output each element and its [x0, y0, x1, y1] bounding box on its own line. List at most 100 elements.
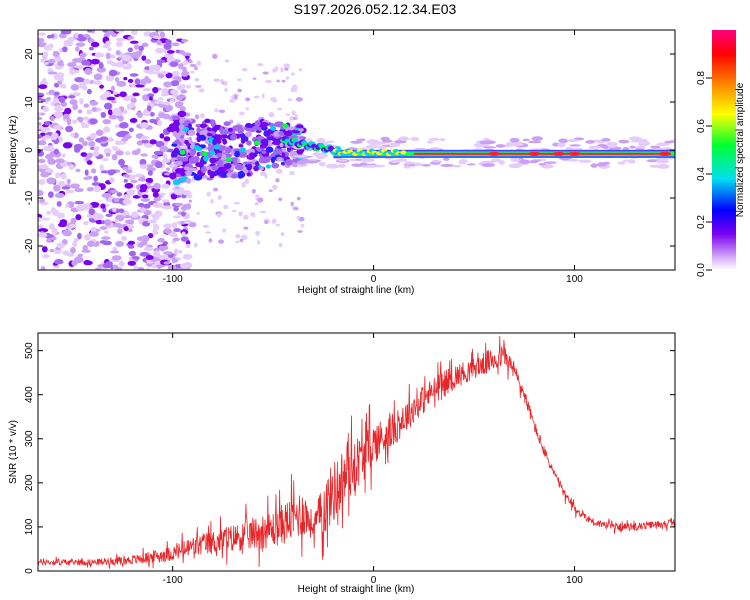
heatmap-cell [145, 177, 153, 183]
heatmap-cell [185, 169, 193, 177]
heatmap-cell [224, 87, 228, 93]
heatmap-cell [155, 140, 165, 148]
heatmap-cell [351, 163, 363, 167]
heatmap-cell [68, 163, 75, 170]
heatmap-cell [84, 68, 93, 75]
heatmap-cell [86, 109, 92, 115]
heatmap-cell [55, 172, 61, 179]
heatmap-cell [142, 221, 150, 227]
heatmap-cell [275, 168, 283, 174]
heatmap-cell [240, 137, 246, 144]
heatmap-cell [281, 152, 286, 158]
heatmap-cell [254, 120, 261, 128]
heatmap-cell [225, 157, 232, 163]
heatmap-cell [62, 113, 70, 120]
heatmap-cell [260, 121, 269, 127]
heatmap-cell [65, 189, 75, 194]
heatmap-cell [146, 167, 156, 172]
heatmap-cell [104, 91, 112, 97]
heatmap-cell [569, 144, 582, 147]
heatmap-cell [51, 236, 57, 241]
heatmap-cell [356, 138, 366, 142]
heatmap-cell [82, 244, 89, 251]
heatmap-cell [159, 133, 165, 139]
heatmap-cell [249, 152, 255, 160]
heatmap-cell [255, 194, 260, 198]
heatmap-cell [241, 182, 246, 188]
heatmap-cell [239, 111, 245, 116]
heatmap-cell [93, 175, 99, 182]
heatmap-cell [53, 148, 59, 155]
heatmap-cell [218, 161, 225, 169]
heatmap-cell [175, 133, 181, 138]
heatmap-cell [51, 227, 58, 235]
heatmap-cell [81, 60, 90, 66]
heatmap-cell [129, 220, 134, 225]
heatmap-cell [157, 264, 162, 270]
heatmap-cell [255, 230, 260, 236]
colorbar-tick-label: 0.8 [696, 71, 707, 85]
heatmap-cell [205, 231, 212, 234]
heatmap-cell [277, 107, 283, 111]
heatmap-cell [186, 193, 193, 199]
heatmap-cell [278, 197, 283, 201]
heatmap-cell [296, 160, 307, 165]
heatmap-cell [51, 132, 59, 139]
heatmap-cell [75, 168, 81, 172]
heatmap-cell [95, 219, 103, 225]
heatmap-cell [52, 212, 62, 216]
heatmap-cell [84, 169, 89, 176]
heatmap-cell [56, 80, 63, 85]
heatmap-cell [153, 100, 164, 105]
heatmap-cell [70, 247, 76, 254]
heatmap-cell [287, 98, 293, 102]
heatmap-cell [115, 41, 123, 48]
heatmap-cell [50, 116, 55, 122]
heatmap-cell [110, 250, 120, 254]
heatmap-cell [293, 155, 307, 158]
heatmap-cell [53, 184, 61, 192]
heatmap-cell [75, 214, 82, 221]
heatmap-cell [316, 154, 329, 158]
heatmap-cell [259, 171, 267, 177]
heatmap-cell [68, 95, 76, 99]
heatmap-cell [77, 253, 84, 258]
heatmap-cell [41, 127, 51, 132]
heatmap-cell [350, 140, 363, 144]
heatmap-cell [100, 203, 106, 209]
heatmap-cell [157, 237, 165, 243]
heatmap-cell [89, 231, 100, 237]
heatmap-cell [187, 129, 196, 136]
heatmap-cell [171, 115, 180, 121]
heatmap-cell [290, 72, 295, 76]
heatmap-cell [284, 67, 289, 71]
heatmap-cell [509, 137, 520, 143]
heatmap-cell [103, 230, 110, 234]
heatmap-cell [62, 142, 73, 149]
heatmap-cell [251, 188, 256, 194]
heatmap-cell [245, 131, 252, 138]
snr-ytick-label: 500 [24, 342, 35, 359]
heatmap-cell [528, 151, 541, 156]
heatmap-cell [52, 50, 60, 57]
heatmap-cell [242, 161, 250, 165]
heatmap-cell [396, 158, 408, 162]
heatmap-cell [431, 160, 443, 163]
heatmap-cell [601, 138, 611, 142]
heatmap-cell [91, 107, 97, 112]
heatmap-cell [73, 132, 79, 139]
snr-xlabel: Height of straight line (km) [298, 584, 415, 595]
heatmap-cell [38, 217, 42, 223]
heatmap-cell [173, 228, 181, 233]
heatmap-cell [121, 235, 128, 241]
heatmap-cell [234, 94, 238, 100]
heatmap-cell [232, 148, 242, 153]
heatmap-cell [38, 228, 49, 233]
heatmap-cell [112, 207, 117, 213]
heatmap-cell [134, 78, 141, 86]
heatmap-cell [265, 146, 274, 153]
spectrogram-ytick-label: -10 [24, 190, 35, 205]
heatmap-cell [363, 164, 378, 168]
heatmap-cell [56, 201, 62, 207]
